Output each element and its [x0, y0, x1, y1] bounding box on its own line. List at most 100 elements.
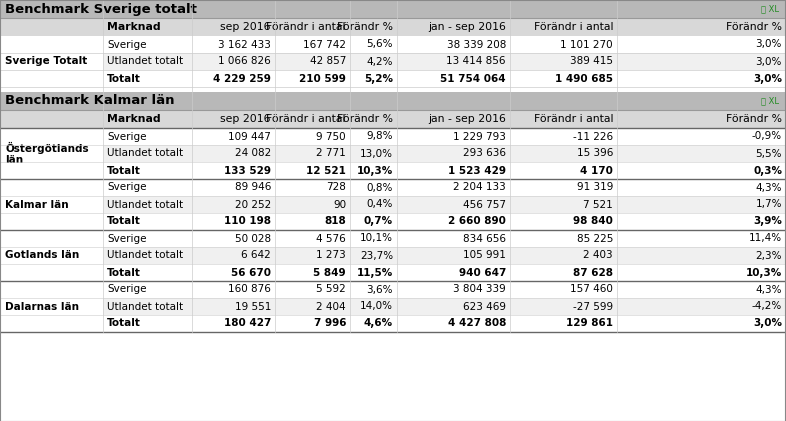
- Text: 87 628: 87 628: [573, 267, 613, 277]
- Text: 7 521: 7 521: [583, 200, 613, 210]
- Text: jan - sep 2016: jan - sep 2016: [428, 22, 506, 32]
- Bar: [275, 298, 350, 315]
- Text: 3 804 339: 3 804 339: [454, 285, 506, 295]
- Bar: [617, 298, 786, 315]
- Bar: [103, 145, 192, 162]
- Text: 0,8%: 0,8%: [366, 182, 393, 192]
- Text: Östergötlands
län: Östergötlands län: [5, 141, 89, 165]
- Bar: [510, 264, 617, 281]
- Bar: [103, 315, 192, 332]
- Bar: [275, 281, 350, 298]
- Text: Sverige: Sverige: [107, 131, 146, 141]
- Text: 4 576: 4 576: [316, 234, 346, 243]
- Text: -27 599: -27 599: [573, 301, 613, 312]
- Text: 24 082: 24 082: [235, 149, 271, 158]
- Text: 🌐 XL: 🌐 XL: [761, 96, 779, 106]
- Text: 4,3%: 4,3%: [755, 285, 782, 295]
- Text: Dalarnas län: Dalarnas län: [5, 301, 79, 312]
- Text: 7 996: 7 996: [314, 319, 346, 328]
- Text: jan - sep 2016: jan - sep 2016: [428, 114, 506, 124]
- Text: -11 226: -11 226: [573, 131, 613, 141]
- Bar: [350, 18, 397, 36]
- Bar: [350, 247, 397, 264]
- Text: Sverige: Sverige: [107, 285, 146, 295]
- Bar: [0, 179, 103, 230]
- Text: 110 198: 110 198: [224, 216, 271, 226]
- Bar: [192, 281, 275, 298]
- Bar: [0, 128, 103, 179]
- Text: 42 857: 42 857: [310, 56, 346, 67]
- Text: 0,7%: 0,7%: [364, 216, 393, 226]
- Text: 1,7%: 1,7%: [755, 200, 782, 210]
- Bar: [192, 36, 275, 53]
- Bar: [350, 196, 397, 213]
- Bar: [510, 230, 617, 247]
- Text: Sverige: Sverige: [107, 234, 146, 243]
- Bar: [192, 247, 275, 264]
- Bar: [350, 110, 397, 128]
- Bar: [103, 18, 192, 36]
- Text: 6 642: 6 642: [241, 250, 271, 261]
- Text: 4,2%: 4,2%: [366, 56, 393, 67]
- Text: Utlandet totalt: Utlandet totalt: [107, 200, 183, 210]
- Bar: [510, 110, 617, 128]
- Bar: [275, 145, 350, 162]
- Text: Benchmark Sverige totalt: Benchmark Sverige totalt: [5, 3, 196, 16]
- Bar: [510, 196, 617, 213]
- Bar: [275, 36, 350, 53]
- Text: 3,0%: 3,0%: [755, 40, 782, 50]
- Text: Marknad: Marknad: [107, 22, 160, 32]
- Bar: [617, 281, 786, 298]
- Bar: [275, 179, 350, 196]
- Bar: [397, 179, 510, 196]
- Bar: [617, 145, 786, 162]
- Text: 5,2%: 5,2%: [364, 74, 393, 83]
- Bar: [397, 281, 510, 298]
- Text: 1 229 793: 1 229 793: [453, 131, 506, 141]
- Bar: [397, 213, 510, 230]
- Text: 10,3%: 10,3%: [746, 267, 782, 277]
- Text: 90: 90: [333, 200, 346, 210]
- Bar: [103, 162, 192, 179]
- Bar: [617, 179, 786, 196]
- Bar: [192, 264, 275, 281]
- Bar: [103, 281, 192, 298]
- Bar: [397, 264, 510, 281]
- Text: 85 225: 85 225: [577, 234, 613, 243]
- Text: 56 670: 56 670: [231, 267, 271, 277]
- Text: 1 490 685: 1 490 685: [555, 74, 613, 83]
- Text: 3,9%: 3,9%: [753, 216, 782, 226]
- Bar: [397, 298, 510, 315]
- Bar: [617, 213, 786, 230]
- Bar: [397, 162, 510, 179]
- Text: Utlandet totalt: Utlandet totalt: [107, 149, 183, 158]
- Bar: [103, 36, 192, 53]
- Text: 11,5%: 11,5%: [357, 267, 393, 277]
- Text: Totalt: Totalt: [107, 267, 141, 277]
- Text: 9,8%: 9,8%: [366, 131, 393, 141]
- Text: 2 771: 2 771: [316, 149, 346, 158]
- Text: 623 469: 623 469: [463, 301, 506, 312]
- Text: 3 162 433: 3 162 433: [219, 40, 271, 50]
- Text: 4 229 259: 4 229 259: [213, 74, 271, 83]
- Text: 23,7%: 23,7%: [360, 250, 393, 261]
- Text: 728: 728: [326, 182, 346, 192]
- Text: -4,2%: -4,2%: [751, 301, 782, 312]
- Text: 4 427 808: 4 427 808: [447, 319, 506, 328]
- Bar: [350, 128, 397, 145]
- Bar: [192, 145, 275, 162]
- Bar: [275, 128, 350, 145]
- Text: Kalmar län: Kalmar län: [5, 200, 68, 210]
- Bar: [0, 281, 103, 332]
- Bar: [0, 92, 786, 110]
- Bar: [275, 213, 350, 230]
- Bar: [510, 128, 617, 145]
- Text: Benchmark Kalmar län: Benchmark Kalmar län: [5, 94, 174, 107]
- Bar: [510, 145, 617, 162]
- Bar: [0, 0, 786, 18]
- Bar: [275, 247, 350, 264]
- Bar: [617, 264, 786, 281]
- Bar: [192, 230, 275, 247]
- Bar: [103, 213, 192, 230]
- Text: 0,4%: 0,4%: [366, 200, 393, 210]
